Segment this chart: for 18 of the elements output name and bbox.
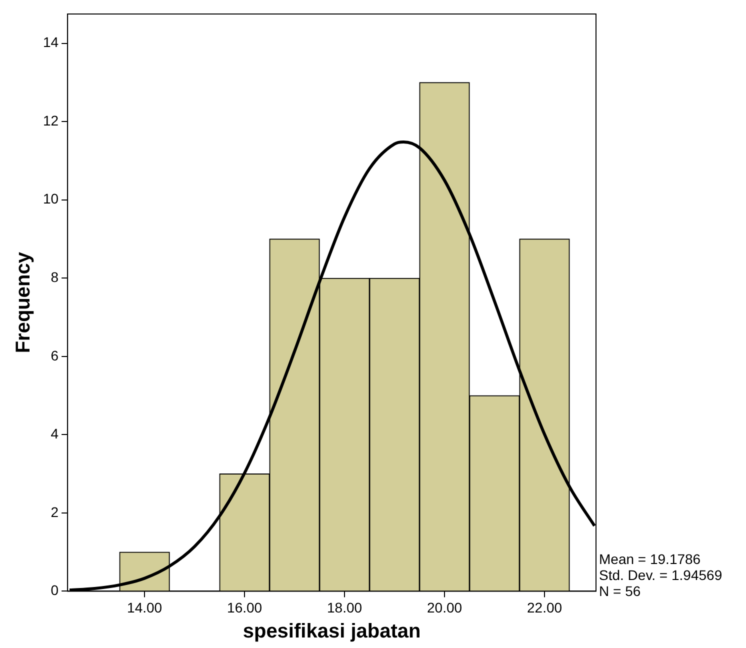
y-tick-label: 12 xyxy=(42,112,59,128)
y-tick-label: 8 xyxy=(50,269,59,285)
x-tick-label: 14.00 xyxy=(127,599,162,616)
text: Mean = 19.1786 xyxy=(599,551,701,568)
y-tick-label: 4 xyxy=(50,426,59,442)
y-tick-label: 6 xyxy=(50,347,59,364)
x-axis-title: spesifikasi jabatan xyxy=(242,620,421,643)
x-tick-label: 20.00 xyxy=(426,599,462,616)
text: N = 56 xyxy=(599,583,641,600)
x-tick-label: 18.00 xyxy=(327,599,362,616)
x-tick-label: 16.00 xyxy=(227,599,262,616)
y-axis-title: Frequency xyxy=(12,251,35,354)
text: Std. Dev. = 1.94569 xyxy=(599,567,722,584)
y-tick-label: 10 xyxy=(42,190,59,207)
x-tick-label: 22.00 xyxy=(526,599,562,616)
y-tick-label: 2 xyxy=(50,504,59,520)
y-tick-label: 0 xyxy=(50,582,59,598)
y-tick-label: 14 xyxy=(42,34,59,50)
